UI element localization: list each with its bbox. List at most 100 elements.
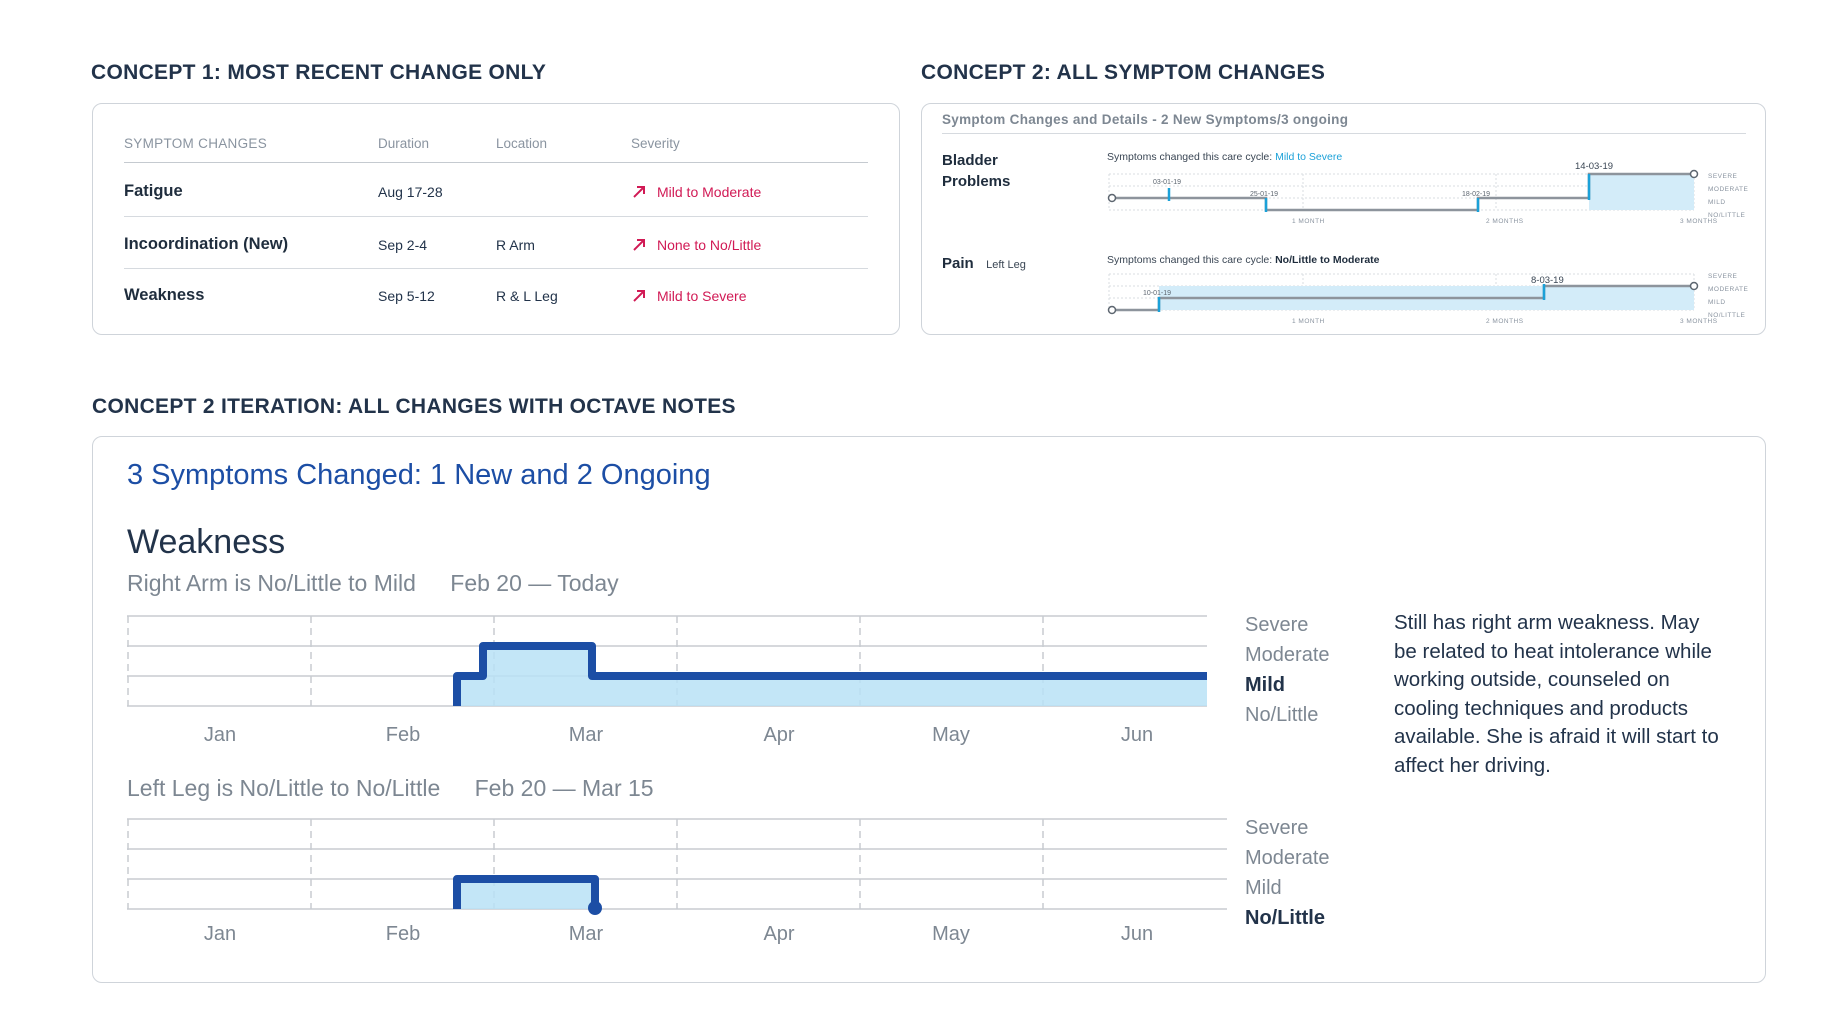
iteration-title: 3 Symptoms Changed: 1 New and 2 Ongoing: [127, 459, 711, 491]
level-label: Severe: [1245, 817, 1309, 839]
table-row-name: Weakness: [124, 286, 205, 304]
symptom-name-line: Pain: [942, 255, 974, 272]
table-row-location: R & L Leg: [496, 288, 558, 304]
level-label: Moderate: [1245, 644, 1330, 666]
axis-label: 3 MONTHS: [1680, 318, 1718, 325]
month-label: May: [932, 923, 970, 945]
chart-subtitle: Right Arm is No/Little to Mild Feb 20 — …: [127, 570, 619, 597]
chart-subtitle-location: Left Leg is No/Little to No/Little: [127, 775, 441, 801]
table-row-severity: Mild to Severe: [657, 288, 747, 304]
symptom-location: Left Leg: [986, 259, 1026, 271]
month-label: Jun: [1121, 923, 1153, 945]
level-label: No/Little: [1245, 704, 1319, 726]
symptom-name-bladder: Bladder Problems: [942, 150, 1010, 192]
change-date-label: 10-01-19: [1143, 290, 1171, 297]
month-label: Jan: [204, 923, 236, 945]
level-label: MODERATE: [1708, 286, 1749, 293]
change-date-label: 25-01-19: [1250, 191, 1278, 198]
month-label: Jun: [1121, 724, 1153, 746]
changed-summary: Symptoms changed this care cycle: Mild t…: [1107, 151, 1342, 163]
arrow-up-right-icon: [633, 239, 645, 251]
level-label: NO/LITTLE: [1708, 212, 1746, 219]
axis-label: 1 MONTH: [1292, 318, 1325, 325]
level-label: MILD: [1708, 199, 1726, 206]
level-label: MILD: [1708, 299, 1726, 306]
table-row-name: Incoordination (New): [124, 235, 289, 253]
symptom-name-line: Bladder: [942, 152, 998, 169]
iteration-card: 3 Symptoms Changed: 1 New and 2 Ongoing …: [92, 436, 1766, 983]
month-label: May: [932, 724, 970, 746]
symptom-name-line: Problems: [942, 173, 1011, 190]
end-point: [1689, 281, 1699, 291]
month-label: Feb: [386, 923, 420, 945]
table-row-severity: Mild to Moderate: [657, 184, 762, 200]
changed-value: No/Little to Moderate: [1275, 254, 1380, 266]
col-header-location: Location: [496, 136, 548, 151]
header-divider: [124, 162, 868, 163]
table-row-duration: Sep 2-4: [378, 237, 428, 253]
severity-levels: Severe Moderate Mild No/Little: [1245, 813, 1330, 933]
change-date-label: 14-03-19: [1575, 161, 1613, 172]
table-row-location: R Arm: [496, 237, 535, 253]
severity-levels: Severe Moderate Mild No/Little: [1245, 610, 1330, 730]
month-label: Apr: [763, 923, 794, 945]
change-date-label: 18-02-19: [1462, 191, 1490, 198]
right-arm-chart: Jan Feb Mar Apr May Jun: [127, 615, 1207, 746]
level-label: Mild: [1245, 877, 1282, 899]
title-divider: [942, 133, 1746, 134]
end-point: [1689, 169, 1699, 179]
month-label: Apr: [763, 724, 794, 746]
iteration-heading: CONCEPT 2 ITERATION: ALL CHANGES WITH OC…: [92, 395, 736, 418]
arrow-up-right-icon: [633, 290, 645, 302]
level-label: MODERATE: [1708, 186, 1749, 193]
left-leg-chart: Jan Feb Mar Apr May Jun: [127, 818, 1227, 945]
table-row-severity: None to No/Little: [657, 237, 762, 253]
chart-subtitle: Left Leg is No/Little to No/Little Feb 2…: [127, 775, 654, 802]
axis-label: 2 MONTHS: [1486, 218, 1524, 225]
concept1-heading: CONCEPT 1: MOST RECENT CHANGE ONLY: [91, 61, 547, 84]
severity-area: [457, 879, 595, 909]
month-label: Feb: [386, 724, 420, 746]
level-label-current: No/Little: [1245, 907, 1325, 929]
axis-label: 2 MONTHS: [1486, 318, 1524, 325]
row-divider: [124, 268, 868, 269]
changed-value: Mild to Severe: [1275, 151, 1343, 163]
chart-subtitle-range: Feb 20 — Mar 15: [474, 775, 654, 801]
level-label: Severe: [1245, 614, 1309, 636]
start-point: [1107, 305, 1117, 315]
changed-prefix: Symptoms changed this care cycle:: [1107, 254, 1273, 266]
severity-line: [453, 875, 599, 909]
concept2-heading: CONCEPT 2: ALL SYMPTOM CHANGES: [921, 61, 1326, 84]
change-date-label: 03-01-19: [1153, 179, 1181, 186]
month-label: Jan: [204, 724, 236, 746]
end-point: [588, 901, 602, 915]
arrow-up-right-icon: [633, 186, 645, 198]
chart-subtitle-range: Feb 20 — Today: [450, 570, 619, 596]
start-point: [1107, 193, 1117, 203]
axis-label: 3 MONTHS: [1680, 218, 1718, 225]
octave-note: Still has right arm weakness. May be rel…: [1394, 611, 1719, 777]
concept2-card: Symptom Changes and Details - 2 New Symp…: [921, 103, 1766, 335]
level-label-current: Mild: [1245, 674, 1285, 696]
severity-line: [1112, 284, 1692, 312]
month-label: Mar: [569, 923, 604, 945]
level-label: Moderate: [1245, 847, 1330, 869]
changed-summary: Symptoms changed this care cycle: No/Lit…: [1107, 254, 1380, 266]
row-divider: [124, 216, 868, 217]
symptom-title: Weakness: [127, 523, 286, 561]
col-header-severity: Severity: [631, 136, 680, 151]
change-date-label: 8-03-19: [1531, 275, 1564, 286]
table-row-name: Fatigue: [124, 182, 183, 200]
level-label: SEVERE: [1708, 273, 1738, 280]
changed-prefix: Symptoms changed this care cycle:: [1107, 151, 1273, 163]
concept2-card-title: Symptom Changes and Details - 2 New Symp…: [942, 112, 1349, 127]
level-label: NO/LITTLE: [1708, 312, 1746, 319]
axis-label: 1 MONTH: [1292, 218, 1325, 225]
severity-line: [453, 642, 1207, 706]
table-row-duration: Sep 5-12: [378, 288, 435, 304]
level-label: SEVERE: [1708, 173, 1738, 180]
col-header-symptom: SYMPTOM CHANGES: [124, 136, 268, 151]
symptom-name-pain: Pain Left Leg: [942, 255, 1026, 273]
table-row-duration: Aug 17-28: [378, 184, 443, 200]
chart-subtitle-location: Right Arm is No/Little to Mild: [127, 570, 416, 596]
